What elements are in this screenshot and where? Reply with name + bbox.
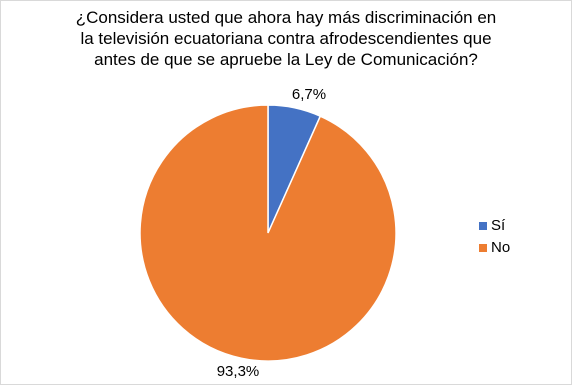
chart-title-line-2: la televisión ecuatoriana contra afrodes… — [80, 29, 492, 48]
legend-swatch-si — [479, 222, 487, 230]
legend-label-no: No — [491, 239, 511, 256]
legend-item-no: No — [479, 237, 510, 259]
legend-swatch-no — [479, 244, 487, 252]
legend-item-si: Sí — [479, 215, 510, 237]
chart-title-line-3: antes de que se apruebe la Ley de Comuni… — [94, 50, 478, 69]
chart-title-line-1: ¿Considera usted que ahora hay más discr… — [75, 8, 497, 27]
chart-title: ¿Considera usted que ahora hay más discr… — [41, 7, 531, 70]
legend: Sí No — [479, 215, 510, 259]
pie-slice-no — [139, 104, 397, 362]
data-label-si: 6,7% — [292, 86, 326, 103]
legend-label-si: Sí — [491, 217, 506, 234]
data-label-no: 93,3% — [217, 363, 260, 380]
